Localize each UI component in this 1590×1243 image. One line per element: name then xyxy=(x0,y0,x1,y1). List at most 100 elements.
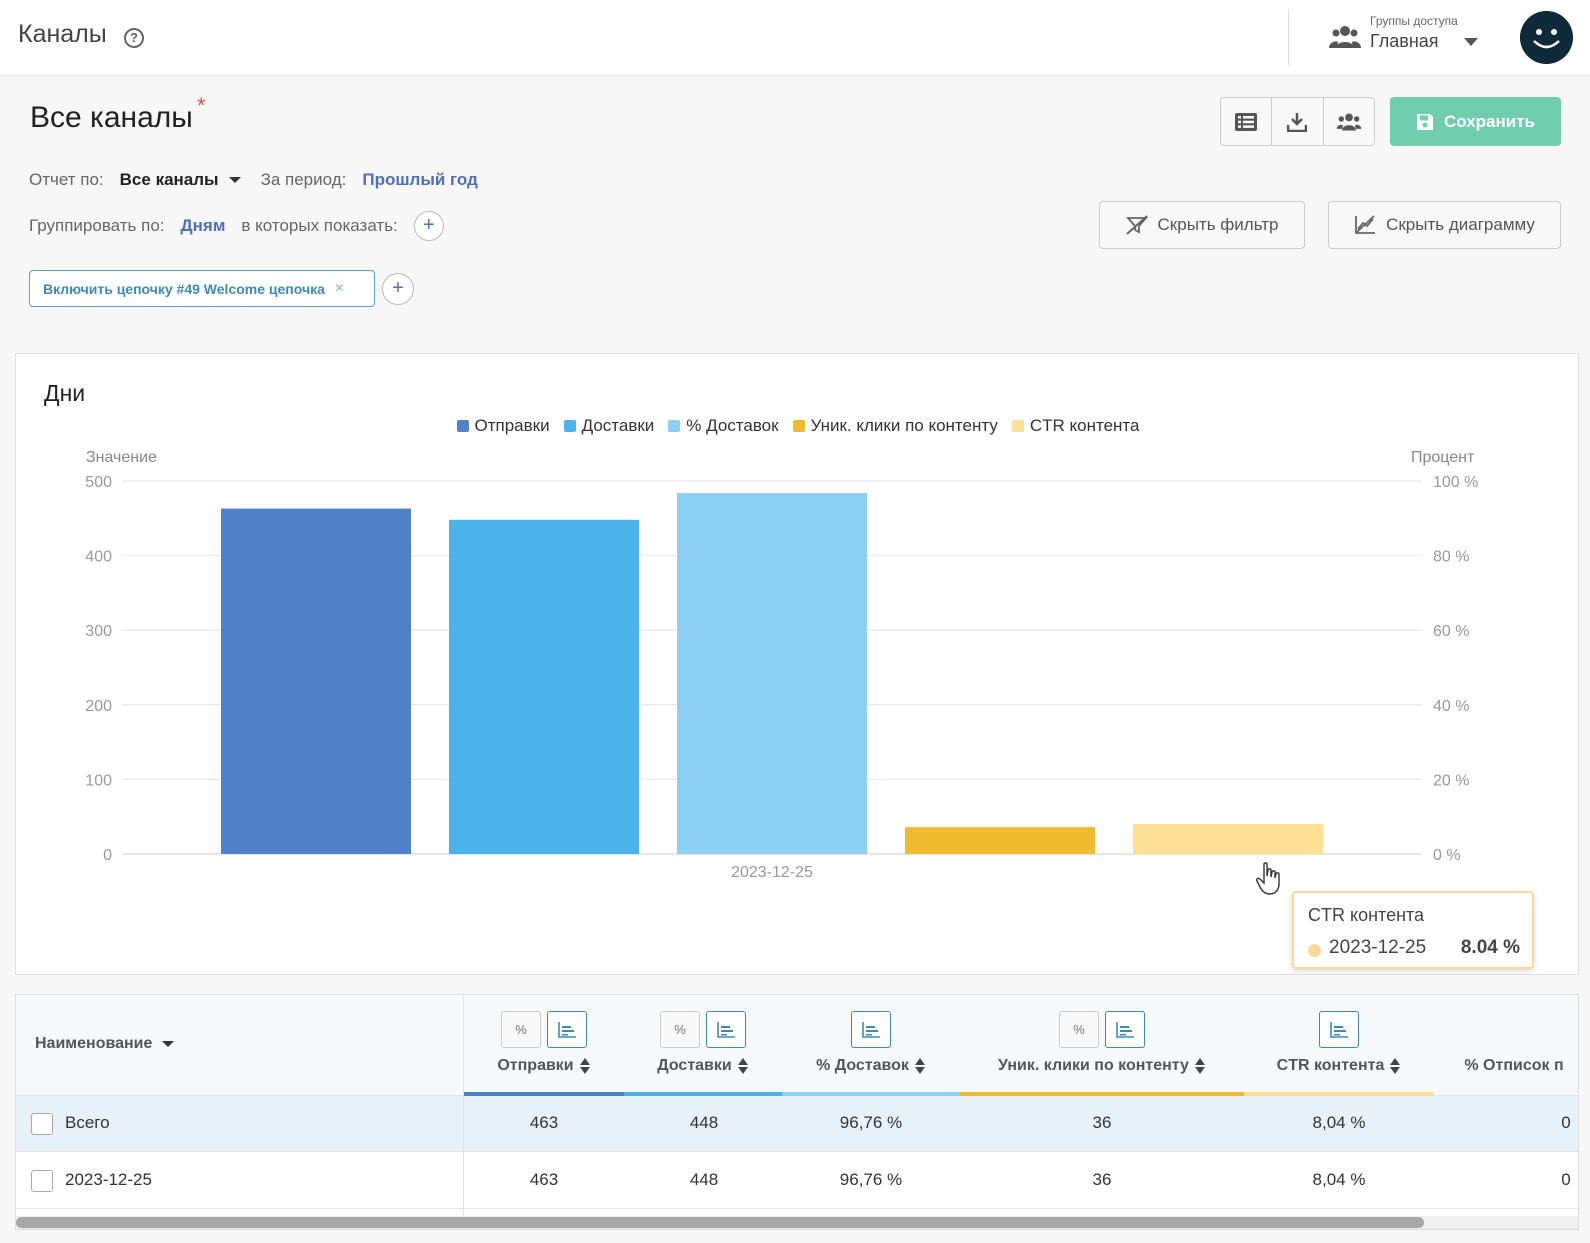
close-icon[interactable]: × xyxy=(334,279,345,297)
row-checkbox[interactable] xyxy=(31,1113,53,1135)
y2-tick-label: 20 % xyxy=(1433,772,1469,789)
row-checkbox[interactable] xyxy=(31,1170,53,1192)
legend-label: Отправки xyxy=(474,416,550,435)
hide-filter-label: Скрыть фильтр xyxy=(1157,215,1279,234)
table-row[interactable]: 2023-12-25 463 448 96,76 % 36 8,04 % 0 xyxy=(16,1153,1578,1209)
hide-chart-button[interactable]: Скрыть диаграмму xyxy=(1328,201,1561,249)
period-label: За период: xyxy=(260,170,347,189)
avatar[interactable] xyxy=(1520,11,1573,64)
name-column-header[interactable]: Наименование xyxy=(35,1035,175,1053)
users-icon xyxy=(1329,26,1361,48)
row-name: Всего xyxy=(65,1113,110,1132)
page-title: Все каналы * xyxy=(30,93,205,135)
group-by-link[interactable]: Дням xyxy=(180,216,226,235)
column-view-toggles: % xyxy=(464,1011,624,1048)
table-cell: 8,04 % xyxy=(1312,1170,1366,1189)
access-groups-select[interactable]: Главная xyxy=(1370,31,1439,51)
table-row-total[interactable]: Всего 463 448 96,76 % 36 8,04 % 0 xyxy=(16,1096,1578,1152)
chart-off-icon xyxy=(1355,215,1376,234)
column-sort-button[interactable]: Уник. клики по контенту xyxy=(960,1057,1244,1075)
page-title-text: Все каналы xyxy=(30,101,193,134)
table-header: Наименование % Отправки% Доставки % Доставо… xyxy=(16,995,1578,1096)
column-header: % Доставки xyxy=(624,995,782,1096)
legend-item[interactable]: CTR контента xyxy=(1011,416,1139,436)
bar-3 xyxy=(677,493,867,854)
share-users-button[interactable] xyxy=(1324,98,1374,145)
y-tick-label: 0 xyxy=(103,847,112,864)
filter-chip-label: Включить цепочку #49 Welcome цепочка xyxy=(43,280,325,297)
column-header: % Отправки xyxy=(464,995,624,1096)
help-icon[interactable]: ? xyxy=(124,28,144,48)
filter-off-icon xyxy=(1125,215,1148,235)
chevron-down-icon[interactable] xyxy=(1464,38,1478,46)
legend-item[interactable]: % Доставок xyxy=(668,416,779,436)
column-sort-button[interactable]: CTR контента xyxy=(1244,1057,1434,1075)
sort-icon xyxy=(737,1057,749,1074)
add-filter-button[interactable]: + xyxy=(382,273,414,305)
legend-item[interactable]: Доставки xyxy=(563,416,655,436)
sort-icon xyxy=(1390,1057,1401,1074)
column-view-toggles xyxy=(1244,1011,1434,1048)
column-view-toggles: % xyxy=(624,1011,782,1048)
column-color-bar xyxy=(1244,1092,1434,1096)
table-cell: 463 xyxy=(529,1113,559,1132)
percent-toggle-button[interactable]: % xyxy=(660,1011,700,1048)
y2-tick-label: 40 % xyxy=(1433,698,1469,715)
table-cell: 448 xyxy=(689,1170,719,1189)
column-header: % Уник. клики по контенту xyxy=(960,995,1244,1096)
bar-chart-icon xyxy=(1330,1021,1348,1038)
chart-toggle-button[interactable] xyxy=(706,1011,746,1048)
y2-tick-label: 80 % xyxy=(1433,549,1469,566)
chart-toggle-button[interactable] xyxy=(1105,1011,1145,1048)
save-button-label: Сохранить xyxy=(1443,111,1536,131)
percent-toggle-button[interactable]: % xyxy=(501,1011,541,1048)
legend-label: Доставки xyxy=(581,416,655,435)
report-by-select[interactable]: Все каналы xyxy=(119,170,219,189)
tooltip-series-name: CTR контента xyxy=(1308,905,1425,925)
column-header: % Доставок xyxy=(782,995,960,1096)
column-color-bar xyxy=(464,1092,624,1096)
chart-toggle-button[interactable] xyxy=(851,1011,891,1048)
legend-swatch xyxy=(456,420,469,432)
download-button[interactable] xyxy=(1272,98,1324,145)
column-divider xyxy=(463,995,464,1229)
group-by-label: Группировать по: xyxy=(29,216,165,235)
add-group-button[interactable]: + xyxy=(413,211,444,241)
table-cell: 36 xyxy=(1092,1170,1112,1189)
table-cell: 96,76 % xyxy=(839,1113,903,1132)
y2-tick-label: 60 % xyxy=(1433,623,1469,640)
save-button[interactable]: Сохранить xyxy=(1390,97,1561,146)
tooltip-color-dot xyxy=(1308,944,1321,957)
list-view-button[interactable] xyxy=(1221,98,1273,145)
chart-toggle-button[interactable] xyxy=(1319,1011,1359,1048)
y-tick-label: 200 xyxy=(85,698,112,715)
sort-desc-icon[interactable] xyxy=(162,1041,175,1047)
chart-legend: Отправки Доставки % Доставок Уник. клики по… xyxy=(16,416,1580,436)
chart-toggle-button[interactable] xyxy=(547,1011,587,1048)
chevron-down-icon[interactable] xyxy=(228,177,241,183)
y2-tick-label: 100 % xyxy=(1433,474,1478,491)
y-tick-label: 100 xyxy=(85,772,112,789)
percent-toggle-button[interactable]: % xyxy=(1059,1011,1099,1048)
column-sort-button[interactable]: % Отписок п xyxy=(1434,1057,1578,1075)
bar-chart-icon xyxy=(717,1021,735,1038)
legend-item[interactable]: Отправки xyxy=(456,416,550,436)
hide-filter-button[interactable]: Скрыть фильтр xyxy=(1099,201,1305,249)
legend-item[interactable]: Уник. клики по контенту xyxy=(792,416,998,436)
list-icon xyxy=(1235,112,1258,131)
filter-chip[interactable]: Включить цепочку #49 Welcome цепочка × xyxy=(29,270,375,307)
report-filter-row: Отчет по: Все каналы За период: Прошлый … xyxy=(29,170,478,190)
bar-4 xyxy=(905,827,1095,854)
sort-icon xyxy=(579,1057,591,1074)
chart-panel: Дни Отправки Доставки % Доставок Уник. клик… xyxy=(15,353,1579,975)
scrollbar-thumb[interactable] xyxy=(16,1217,1424,1228)
column-header: % Отписок п xyxy=(1434,995,1578,1096)
column-sort-button[interactable]: Доставки xyxy=(624,1057,782,1075)
users-icon xyxy=(1336,113,1362,130)
period-link[interactable]: Прошлый год xyxy=(362,170,478,189)
chart-plot: 0 100 200 300 400 500 0 % 20 % 40 % 60 % 80 % 100 %… xyxy=(85,474,1478,881)
column-sort-button[interactable]: Отправки xyxy=(464,1057,624,1075)
horizontal-scrollbar[interactable] xyxy=(16,1216,1578,1229)
y-tick-label: 500 xyxy=(85,474,112,491)
column-sort-button[interactable]: % Доставок xyxy=(782,1057,960,1075)
